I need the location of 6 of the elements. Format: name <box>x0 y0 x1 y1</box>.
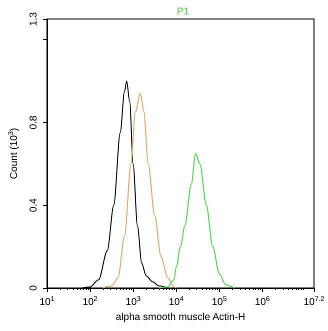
chart-title: P1 <box>176 6 190 18</box>
y-tick-label: 0.8 <box>28 115 40 130</box>
x-axis-title: alpha smooth muscle Actin-H <box>116 312 246 323</box>
y-tick-label: 0.4 <box>28 198 40 212</box>
y-tick-label: 0 <box>28 284 40 291</box>
y-tick-label: 1.3 <box>28 12 40 26</box>
